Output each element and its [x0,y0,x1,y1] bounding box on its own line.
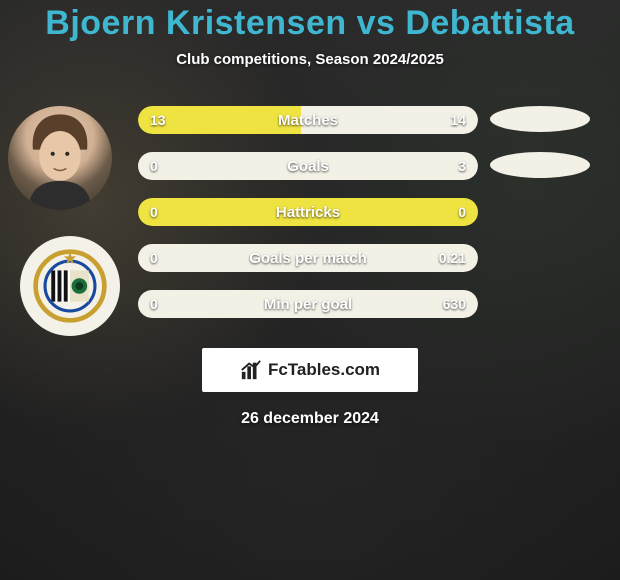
stat-row: 00.21Goals per match [138,244,478,272]
date-text: 26 december 2024 [0,410,620,428]
source-logo: FcTables.com [202,348,418,392]
comparison-title: Bjoern Kristensen vs Debattista [0,4,620,43]
ellipse-slot [490,106,610,134]
stat-label: Min per goal [138,290,478,318]
stat-row: 03Goals [138,152,478,180]
ellipse-slot [490,198,610,226]
stat-label: Goals [138,152,478,180]
infographic-container: Bjoern Kristensen vs Debattista Club com… [0,0,620,580]
stat-label: Goals per match [138,244,478,272]
club-crest-icon [31,247,109,325]
ellipse-slot [490,290,610,318]
stat-label: Hattricks [138,198,478,226]
form-ellipse [490,152,590,178]
player1-avatar [8,106,112,210]
barchart-icon [240,359,262,381]
stat-label: Matches [138,106,478,134]
ellipse-slot [490,152,610,180]
main-area: 1314Matches 03Goals 00Hattricks 00.21Goals … [0,98,620,328]
stat-rows: 1314Matches 03Goals 00Hattricks 00.21Goals … [138,106,478,336]
person-icon [8,106,112,210]
form-ellipse [490,106,590,132]
subtitle: Club competitions, Season 2024/2025 [0,51,620,68]
stat-row: 0630Min per goal [138,290,478,318]
ellipse-slot [490,244,610,272]
stat-row: 00Hattricks [138,198,478,226]
stat-row: 1314Matches [138,106,478,134]
source-logo-text: FcTables.com [268,360,380,380]
form-ellipses [490,106,610,336]
player2-avatar [20,236,120,336]
